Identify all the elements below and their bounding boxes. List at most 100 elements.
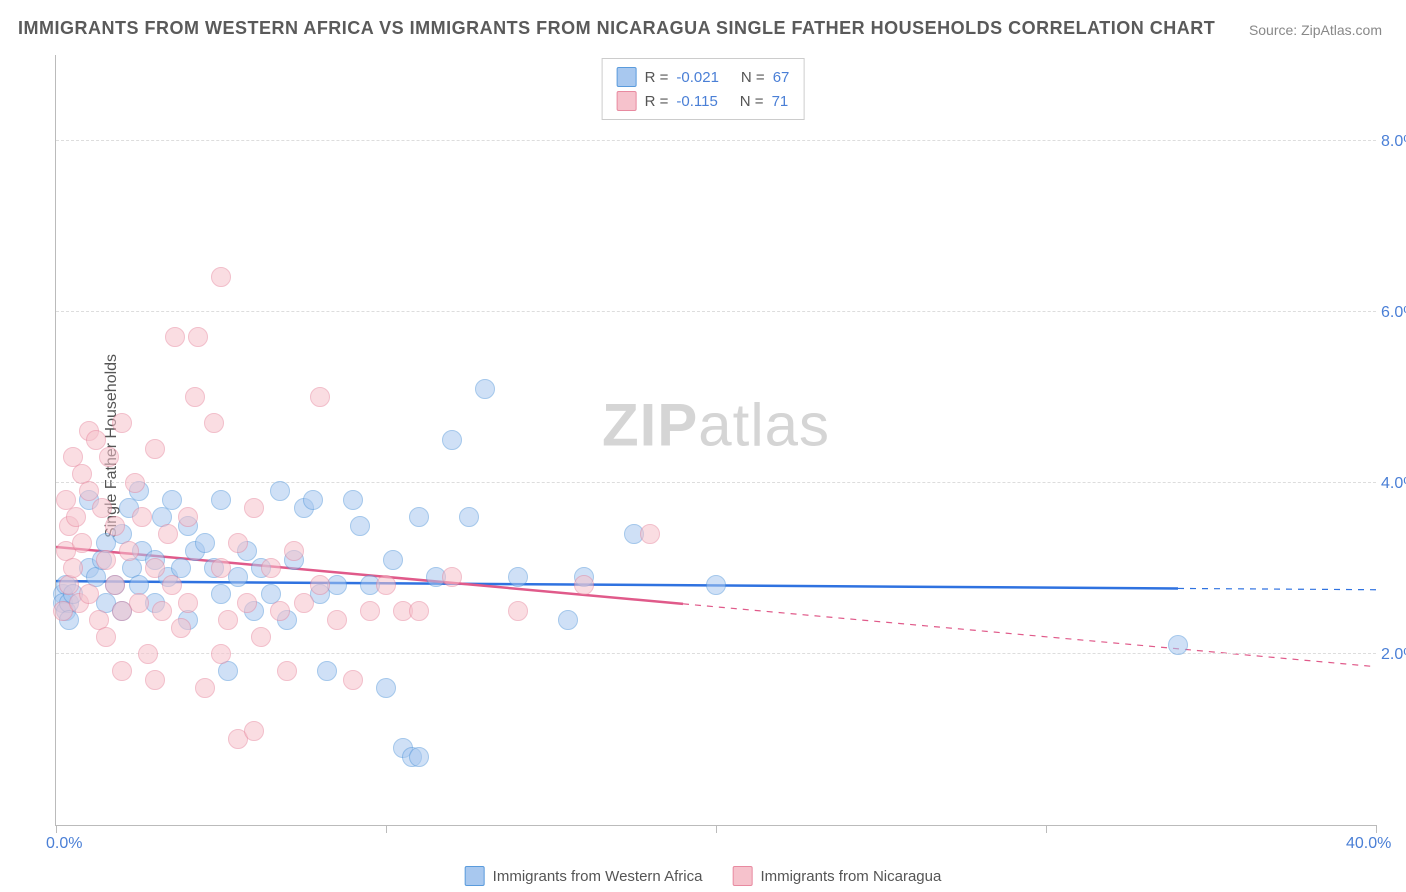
r-label: R = <box>645 69 669 86</box>
legend-series: Immigrants from Western Africa Immigrants… <box>465 866 942 886</box>
scatter-point <box>383 550 403 570</box>
n-label: N = <box>740 93 764 110</box>
x-tick-label: 40.0% <box>1346 835 1391 853</box>
scatter-point <box>125 473 145 493</box>
plot-area: ZIPatlas 2.0%4.0%6.0%8.0%0.0%40.0% <box>55 55 1376 826</box>
scatter-point <box>162 490 182 510</box>
scatter-point <box>99 447 119 467</box>
legend-series-item: Immigrants from Western Africa <box>465 866 703 886</box>
scatter-point <box>86 430 106 450</box>
chart-title: IMMIGRANTS FROM WESTERN AFRICA VS IMMIGR… <box>18 18 1215 39</box>
scatter-point <box>178 507 198 527</box>
legend-swatch <box>617 67 637 87</box>
scatter-point <box>204 413 224 433</box>
scatter-point <box>310 575 330 595</box>
scatter-point <box>343 490 363 510</box>
scatter-point <box>640 524 660 544</box>
scatter-point <box>1168 635 1188 655</box>
scatter-point <box>310 387 330 407</box>
x-tick <box>56 825 57 833</box>
scatter-point <box>96 627 116 647</box>
scatter-point <box>112 661 132 681</box>
scatter-point <box>350 516 370 536</box>
scatter-point <box>261 558 281 578</box>
scatter-point <box>294 593 314 613</box>
x-tick <box>1046 825 1047 833</box>
scatter-point <box>343 670 363 690</box>
legend-swatch <box>617 91 637 111</box>
scatter-point <box>244 498 264 518</box>
source-attribution: Source: ZipAtlas.com <box>1249 22 1382 38</box>
gridline <box>56 140 1376 141</box>
scatter-point <box>270 601 290 621</box>
r-label: R = <box>645 93 669 110</box>
scatter-point <box>132 507 152 527</box>
scatter-point <box>228 533 248 553</box>
scatter-point <box>92 498 112 518</box>
gridline <box>56 311 1376 312</box>
scatter-point <box>188 327 208 347</box>
legend-swatch <box>732 866 752 886</box>
scatter-point <box>112 413 132 433</box>
x-tick-label: 0.0% <box>46 835 82 853</box>
scatter-point <box>409 507 429 527</box>
legend-correlation: R =-0.021N =67R =-0.115N =71 <box>602 58 805 120</box>
scatter-point <box>442 567 462 587</box>
scatter-point <box>145 439 165 459</box>
n-value: 67 <box>773 69 790 86</box>
scatter-point <box>63 558 83 578</box>
y-tick-label: 4.0% <box>1381 475 1406 493</box>
scatter-point <box>195 533 215 553</box>
scatter-point <box>327 610 347 630</box>
scatter-point <box>119 541 139 561</box>
scatter-point <box>105 516 125 536</box>
scatter-point <box>211 267 231 287</box>
scatter-point <box>409 747 429 767</box>
legend-swatch <box>465 866 485 886</box>
scatter-point <box>574 575 594 595</box>
scatter-point <box>360 601 380 621</box>
scatter-point <box>171 618 191 638</box>
scatter-point <box>211 558 231 578</box>
legend-series-label: Immigrants from Nicaragua <box>760 868 941 885</box>
x-tick <box>1376 825 1377 833</box>
scatter-point <box>459 507 479 527</box>
legend-correlation-row: R = -0.021 N = 67 <box>617 65 790 89</box>
scatter-point <box>409 601 429 621</box>
scatter-point <box>105 575 125 595</box>
scatter-point <box>442 430 462 450</box>
scatter-point <box>508 567 528 587</box>
scatter-point <box>96 550 116 570</box>
n-label: N = <box>741 69 765 86</box>
gridline <box>56 482 1376 483</box>
scatter-point <box>72 533 92 553</box>
scatter-point <box>165 327 185 347</box>
scatter-point <box>475 379 495 399</box>
watermark-bold: ZIP <box>602 391 698 458</box>
legend-series-item: Immigrants from Nicaragua <box>732 866 941 886</box>
y-tick-label: 8.0% <box>1381 133 1406 151</box>
scatter-point <box>251 627 271 647</box>
scatter-point <box>79 584 99 604</box>
trend-line-dashed <box>683 604 1376 667</box>
scatter-point <box>237 593 257 613</box>
scatter-point <box>270 481 290 501</box>
scatter-point <box>376 678 396 698</box>
legend-series-label: Immigrants from Western Africa <box>493 868 703 885</box>
r-value: -0.021 <box>676 69 719 86</box>
scatter-point <box>211 644 231 664</box>
scatter-point <box>152 601 172 621</box>
scatter-point <box>558 610 578 630</box>
scatter-point <box>317 661 337 681</box>
scatter-point <box>162 575 182 595</box>
trend-line-dashed <box>1178 588 1376 589</box>
scatter-point <box>178 593 198 613</box>
y-tick-label: 2.0% <box>1381 646 1406 664</box>
scatter-point <box>66 507 86 527</box>
scatter-point <box>284 541 304 561</box>
watermark: ZIPatlas <box>602 390 830 459</box>
scatter-point <box>277 661 297 681</box>
scatter-point <box>218 610 238 630</box>
watermark-rest: atlas <box>698 391 830 458</box>
trend-lines <box>56 55 1376 825</box>
